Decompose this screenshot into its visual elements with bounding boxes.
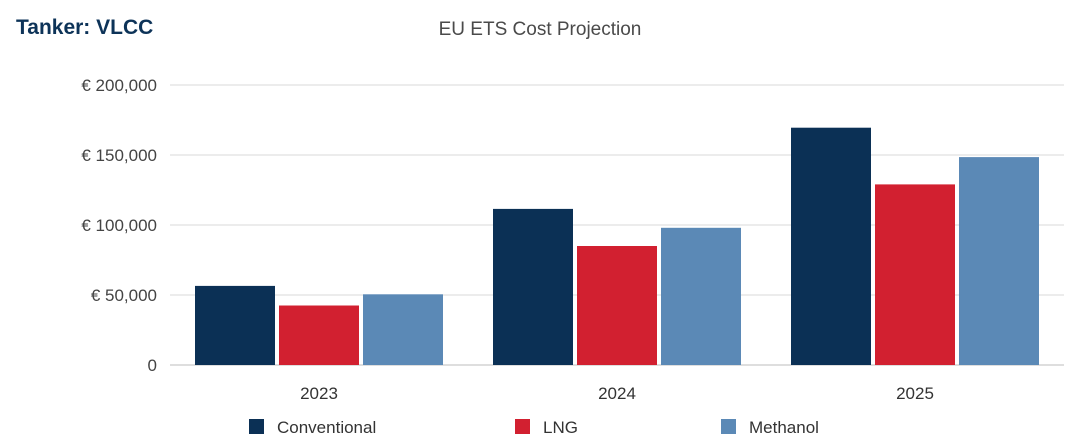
bar-conventional-2025 [791, 127, 871, 365]
x-tick-label: 2025 [896, 384, 934, 403]
x-axis-ticks: 2023 2024 2025 [300, 384, 934, 403]
legend-label-lng: LNG [543, 418, 578, 437]
legend-swatch-conventional [249, 419, 264, 434]
y-tick-label: € 50,000 [91, 286, 157, 305]
y-tick-label: 0 [148, 356, 157, 375]
bar-methanol-2023 [363, 294, 443, 365]
legend-swatch-methanol [721, 419, 736, 434]
bar-conventional-2023 [195, 285, 275, 365]
x-tick-label: 2024 [598, 384, 636, 403]
bar-methanol-2024 [661, 227, 741, 365]
bar-methanol-2025 [959, 157, 1039, 365]
legend-label-conventional: Conventional [277, 418, 376, 437]
chart-title: EU ETS Cost Projection [438, 19, 642, 40]
bar-conventional-2024 [493, 208, 573, 365]
y-tick-label: € 100,000 [81, 216, 157, 235]
y-tick-label: € 150,000 [81, 146, 157, 165]
bar-lng-2024 [577, 246, 657, 365]
y-axis-ticks: 0 € 50,000 € 100,000 € 150,000 € 200,000 [81, 76, 157, 375]
legend-label-methanol: Methanol [749, 418, 819, 437]
bar-lng-2023 [279, 305, 359, 365]
x-tick-label: 2023 [300, 384, 338, 403]
bar-lng-2025 [875, 184, 955, 365]
y-tick-label: € 200,000 [81, 76, 157, 95]
tanker-label: Tanker: VLCC [16, 16, 154, 39]
legend-swatch-lng [515, 419, 530, 434]
bars [195, 127, 1039, 365]
legend: Conventional LNG Methanol [249, 418, 819, 437]
